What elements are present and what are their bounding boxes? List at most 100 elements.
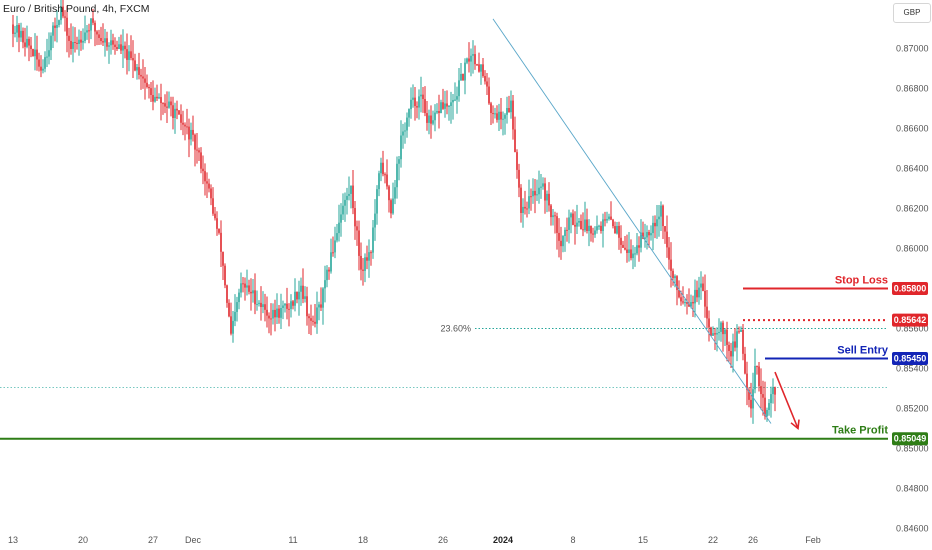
candle-body [456, 96, 458, 100]
candle-body [146, 82, 148, 88]
candle-body [138, 67, 140, 75]
candle-body [104, 38, 106, 43]
candle-body [602, 219, 604, 231]
candle-body [336, 233, 338, 241]
candle-body [538, 187, 540, 195]
candle-body [504, 114, 506, 119]
candles [12, 0, 776, 424]
candle-body [744, 353, 746, 374]
price-tag-label: 0.85450 [894, 354, 927, 364]
candle-body [426, 113, 428, 123]
candle-body [286, 303, 288, 309]
candle-body [718, 331, 720, 334]
candle-body [16, 25, 18, 33]
candle-body [28, 38, 30, 46]
candle-body [586, 219, 588, 231]
candle-body [136, 67, 138, 71]
candle-body [296, 291, 298, 300]
trend-line [492, 18, 772, 424]
candle-body [680, 297, 682, 302]
candle-body [762, 394, 764, 398]
candle-body [498, 111, 500, 120]
price-tag-label: 0.85049 [894, 434, 927, 444]
candle-body [190, 129, 192, 140]
y-tick-label: 0.86200 [896, 204, 929, 214]
candle-body [704, 290, 706, 307]
candle-body [50, 35, 52, 51]
candle-body [394, 187, 396, 199]
candle-body [430, 115, 432, 124]
candle-body [618, 225, 620, 238]
candle-body [46, 56, 48, 58]
x-tick-label: 13 [8, 535, 18, 545]
candle-body [742, 329, 744, 354]
candle-body [520, 187, 522, 213]
currency-button[interactable]: GBP [893, 3, 931, 23]
candle-body [478, 64, 480, 72]
x-tick-label: 27 [148, 535, 158, 545]
candle-body [480, 64, 482, 72]
candle-body [78, 39, 80, 44]
candle-body [276, 308, 278, 318]
candle-body [116, 47, 118, 49]
x-tick-label: 15 [638, 535, 648, 545]
candle-body [96, 31, 98, 35]
candle-body [128, 51, 130, 60]
candle-body [142, 76, 144, 79]
candle-body [52, 25, 54, 36]
candle-body [434, 112, 436, 121]
candle-body [382, 162, 384, 175]
candle-body [622, 244, 624, 248]
candle-body [350, 185, 352, 194]
candle-body [654, 222, 656, 227]
candle-body [266, 309, 268, 316]
candle-body [678, 290, 680, 298]
candle-body [616, 225, 618, 234]
candle-body [596, 226, 598, 231]
candle-body [210, 188, 212, 199]
candle-body [448, 106, 450, 108]
candle-body [440, 102, 442, 114]
candle-body [106, 38, 108, 47]
candle-body [690, 301, 692, 307]
candle-body [124, 45, 126, 50]
candle-body [620, 237, 622, 245]
candle-body [232, 320, 234, 334]
candle-body [412, 97, 414, 100]
candle-body [726, 329, 728, 345]
candle-body [738, 331, 740, 333]
candle-body [236, 302, 238, 312]
candle-body [398, 159, 400, 164]
candle-body [118, 44, 120, 49]
candle-body [368, 252, 370, 261]
candle-body [558, 232, 560, 241]
candle-body [306, 296, 308, 317]
y-tick-label: 0.86600 [896, 124, 929, 134]
candle-body [646, 232, 648, 238]
candle-body [294, 291, 296, 306]
candle-body [72, 41, 74, 49]
price-tag [892, 313, 928, 327]
candle-body [432, 120, 434, 124]
candle-body [366, 257, 368, 261]
candle-body [506, 107, 508, 115]
candle-body [570, 213, 572, 218]
candle-body [214, 213, 216, 219]
candle-body [340, 214, 342, 223]
candle-body [188, 126, 190, 140]
candle-body [30, 45, 32, 49]
candle-body [162, 103, 164, 105]
candle-body [178, 110, 180, 115]
candle-body [310, 318, 312, 321]
candle-body [88, 30, 90, 32]
candle-body [134, 60, 136, 71]
candle-body [182, 122, 184, 125]
candle-body [406, 117, 408, 131]
candle-body [392, 198, 394, 214]
candle-body [80, 39, 82, 43]
candle-body [652, 222, 654, 234]
y-tick-label: 0.87000 [896, 44, 929, 54]
candle-body [664, 226, 666, 232]
candle-body [700, 283, 702, 288]
